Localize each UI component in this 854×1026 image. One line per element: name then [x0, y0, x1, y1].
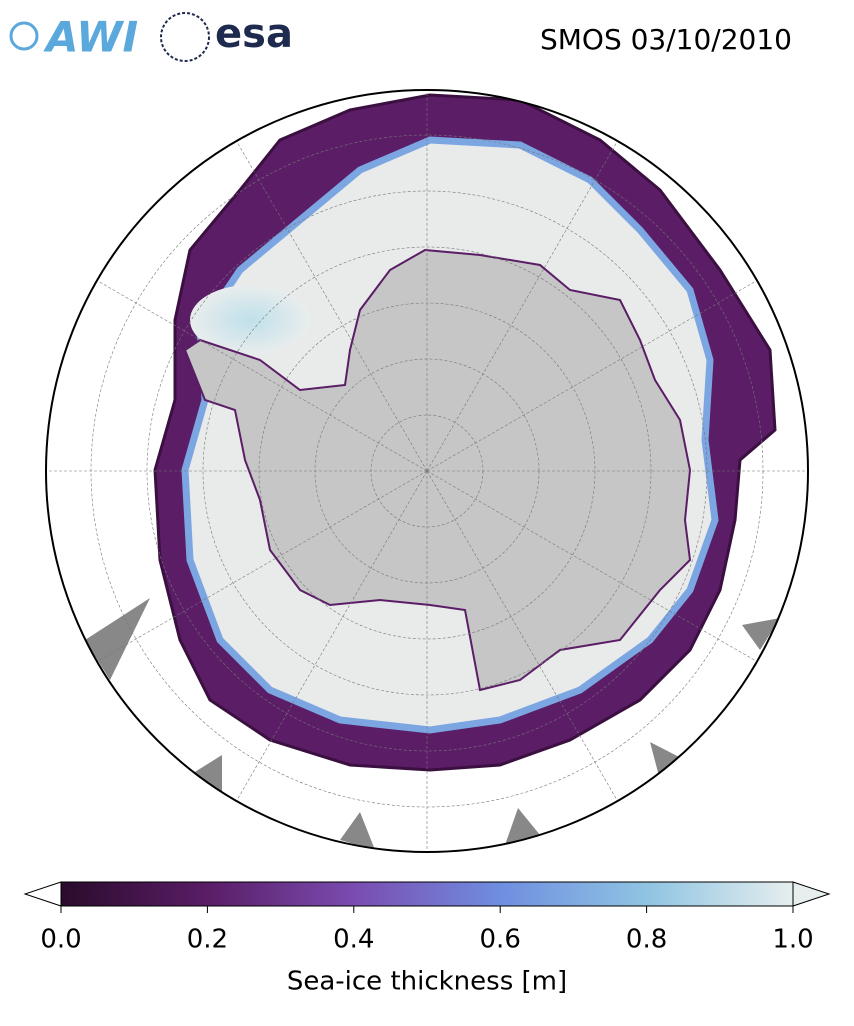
- map: [46, 90, 808, 852]
- colorbar-tick-label: 0.4: [333, 925, 374, 955]
- colorbar-tick-label: 0.6: [480, 925, 521, 955]
- meridian-line: [226, 470, 428, 818]
- meridian-line: [426, 470, 774, 672]
- colorbar-under: [23, 881, 62, 907]
- title: SMOS 03/10/2010: [540, 23, 792, 56]
- colorbar-tick-label: 0.0: [40, 925, 81, 955]
- awi-logo-mark: [9, 21, 39, 51]
- colorbar-tick-label: 0.8: [626, 925, 667, 955]
- esa-logo: esa: [215, 11, 293, 57]
- meridian-line: [226, 124, 428, 472]
- colorbar-tick-label: 1.0: [772, 925, 813, 955]
- colorbar-label: Sea-ice thickness [m]: [287, 967, 567, 997]
- colorbar-tick-label: 0.2: [187, 925, 228, 955]
- antarctica: [183, 248, 692, 692]
- ice-shelf: [190, 285, 310, 355]
- latitude-line: [202, 246, 652, 696]
- map-frame: [45, 89, 809, 853]
- graticule: [46, 90, 808, 852]
- meridian-line: [80, 470, 428, 672]
- meridian-line: [426, 124, 628, 472]
- meridian-line: [80, 270, 428, 472]
- colorbar-over: [792, 881, 831, 907]
- meridian-line: [426, 270, 774, 472]
- esa-logo-mark: [160, 12, 210, 62]
- meridian-line: [426, 470, 628, 818]
- colorbar-ramp: [61, 882, 793, 906]
- awi-logo: AWI: [43, 13, 138, 62]
- colorbar: Sea-ice thickness [m] 0.0 0.2 0.4 0.6 0.8 1.0: [23, 881, 831, 997]
- logos: AWI esa: [9, 11, 293, 62]
